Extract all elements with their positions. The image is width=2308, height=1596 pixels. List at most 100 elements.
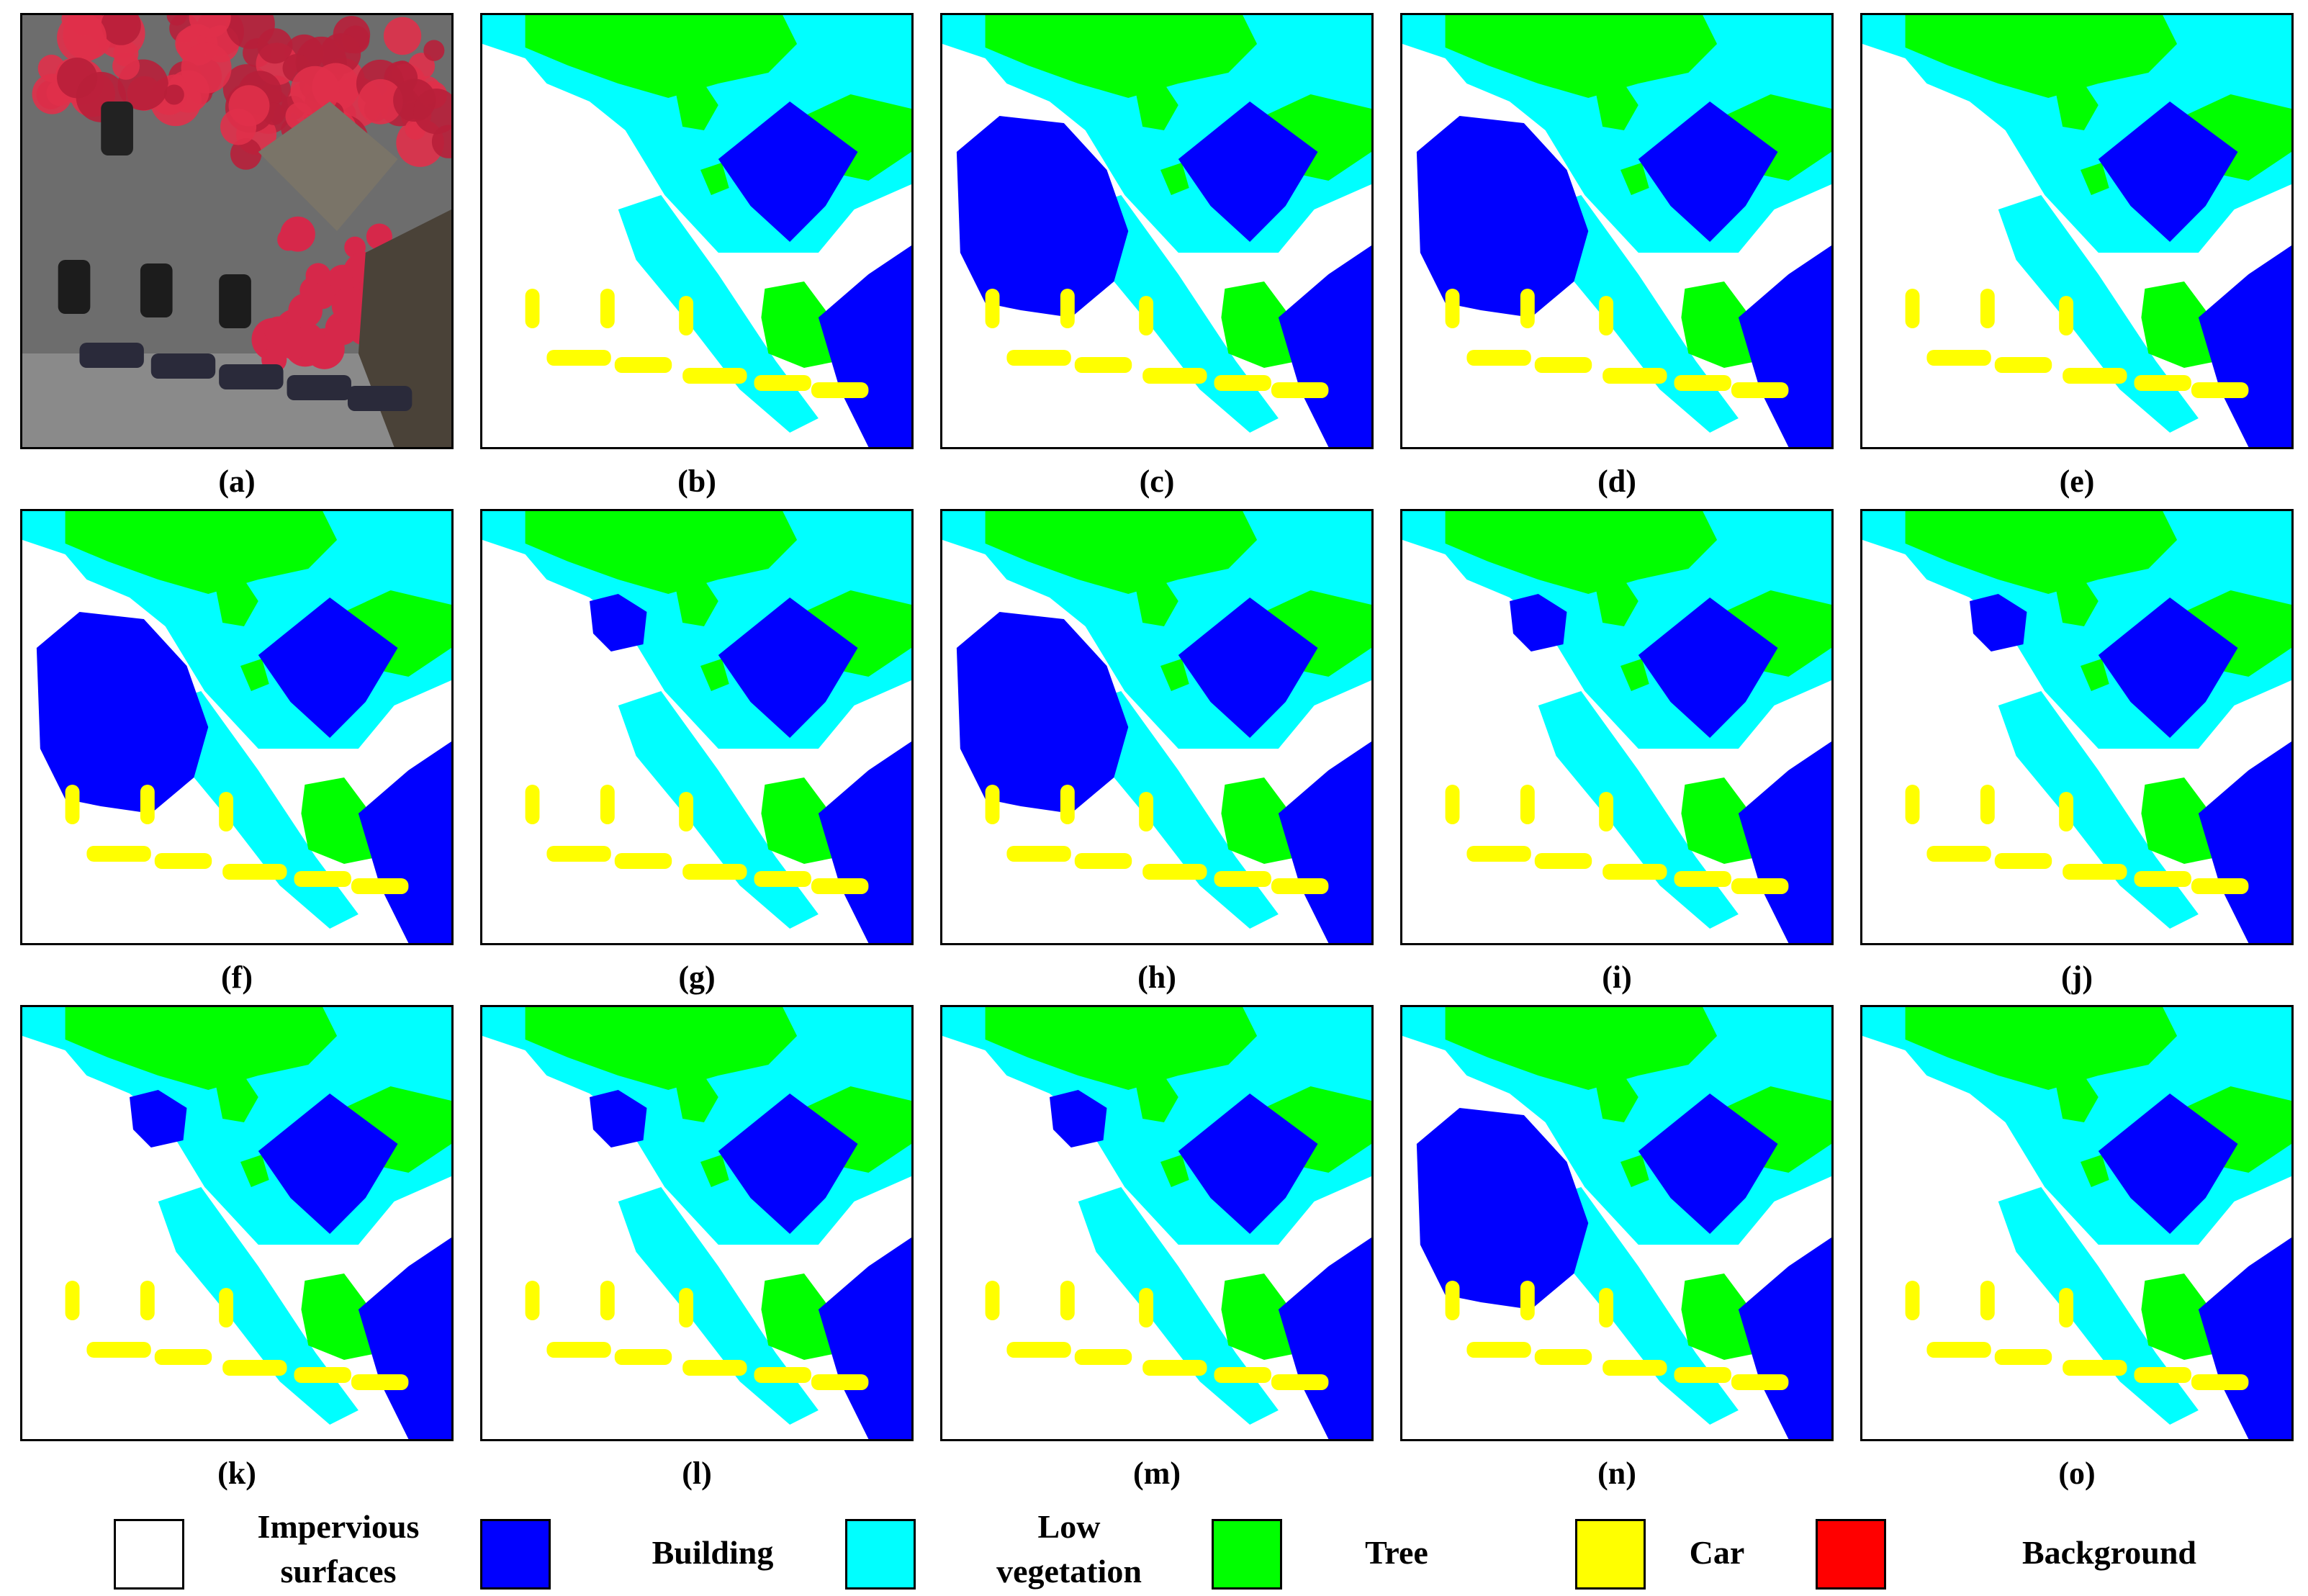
tree-region	[1135, 1076, 1178, 1122]
legend-swatch-building	[480, 1519, 551, 1590]
car-region	[1006, 350, 1071, 366]
low-vegetation-region	[1998, 195, 2199, 433]
foliage-blob	[112, 52, 140, 80]
car-region	[1271, 1374, 1329, 1390]
low-vegetation-region	[1538, 1187, 1739, 1425]
tree-region	[985, 1007, 1258, 1090]
building-region	[1970, 594, 2027, 652]
building-region	[956, 612, 1129, 813]
car-region	[614, 357, 672, 373]
foliage-blob	[61, 15, 85, 31]
car	[287, 375, 351, 400]
car-region	[1905, 785, 1920, 824]
low-vegetation-region	[158, 691, 359, 929]
car-region	[1602, 1360, 1667, 1376]
tree-region	[2141, 281, 2220, 368]
tree-region	[1160, 163, 1189, 195]
car-region	[1731, 382, 1789, 398]
car-region	[1271, 878, 1329, 894]
tree-region	[675, 1076, 718, 1122]
building-region	[718, 1094, 858, 1234]
foliage-blob	[290, 66, 340, 116]
car-region	[682, 1360, 747, 1376]
tree-region	[1221, 281, 1300, 368]
panel-i	[1400, 509, 1834, 945]
panel-caption: (d)	[1597, 464, 1636, 499]
tree-region	[700, 1155, 729, 1187]
legend-swatch-tree	[1212, 1519, 1282, 1590]
tree-region	[301, 777, 380, 864]
low-vegetation-region	[618, 1187, 819, 1425]
foliage-blob	[413, 89, 451, 135]
building-region	[36, 612, 209, 813]
legend-label-line: Building	[652, 1534, 774, 1571]
car-region	[1926, 350, 1991, 366]
building-region	[258, 1094, 398, 1234]
car	[219, 364, 284, 389]
car-region	[1445, 785, 1460, 824]
building-region	[1638, 102, 1778, 242]
car-region	[2063, 864, 2127, 880]
car	[101, 102, 133, 155]
building-region	[1510, 594, 1567, 652]
panel-m	[940, 1005, 1374, 1441]
car-region	[1731, 1374, 1789, 1390]
car-region	[985, 785, 1000, 824]
segmentation-map	[942, 511, 1371, 943]
legend-swatch-impervious	[114, 1519, 184, 1590]
low-vegetation-region	[1538, 195, 1739, 433]
car-region	[1520, 289, 1535, 328]
building-region	[818, 741, 911, 943]
tree-region	[1681, 777, 1760, 864]
foliage-blob	[358, 78, 403, 125]
tree-region	[1445, 511, 1718, 594]
tree-region	[1221, 777, 1300, 864]
car-region	[2191, 382, 2249, 398]
tree-region	[2055, 84, 2099, 130]
tree-region	[2055, 580, 2099, 626]
panel-n	[1400, 1005, 1834, 1441]
car-region	[679, 1288, 694, 1327]
tree-region	[1595, 580, 1638, 626]
building-region	[130, 1090, 187, 1148]
foliage-blob	[280, 216, 315, 252]
tree-region	[2080, 1155, 2109, 1187]
tree-region	[985, 511, 1258, 594]
car-region	[294, 871, 351, 887]
car-region	[2059, 1288, 2074, 1327]
tree-region	[1620, 659, 1649, 691]
legend-label-tree: Tree	[1317, 1530, 1476, 1575]
legend-label-line: vegetation	[996, 1553, 1142, 1590]
car-region	[1731, 878, 1789, 894]
legend-label-line: Impervious	[257, 1508, 420, 1545]
building-region	[718, 102, 858, 242]
car-region	[1534, 357, 1592, 373]
building-region	[1178, 102, 1318, 242]
car-region	[222, 1360, 287, 1376]
car-region	[1674, 871, 1731, 887]
car-region	[1520, 1281, 1535, 1320]
foliage-blob	[57, 57, 98, 99]
car-region	[1060, 1281, 1075, 1320]
building-region	[1178, 598, 1318, 738]
segmentation-map	[22, 1007, 451, 1439]
tree-region	[525, 1007, 798, 1090]
car-region	[219, 792, 234, 831]
tree-region	[1905, 511, 2178, 594]
low-vegetation-region	[1998, 1187, 2199, 1425]
tree-region	[1160, 1155, 1189, 1187]
building-region	[818, 245, 911, 447]
car-region	[600, 289, 615, 328]
panel-caption: (j)	[2061, 960, 2093, 995]
foliage-blob	[257, 28, 293, 64]
building-region	[2198, 741, 2291, 943]
car-region	[525, 785, 540, 824]
legend-label-car: Car	[1634, 1530, 1800, 1575]
car-region	[154, 853, 212, 869]
tree-region	[301, 1273, 380, 1360]
tree-region	[1445, 15, 1718, 98]
car-region	[1214, 1367, 1271, 1383]
low-vegetation-region	[1538, 691, 1739, 929]
car-region	[294, 1367, 351, 1383]
car-region	[65, 785, 80, 824]
